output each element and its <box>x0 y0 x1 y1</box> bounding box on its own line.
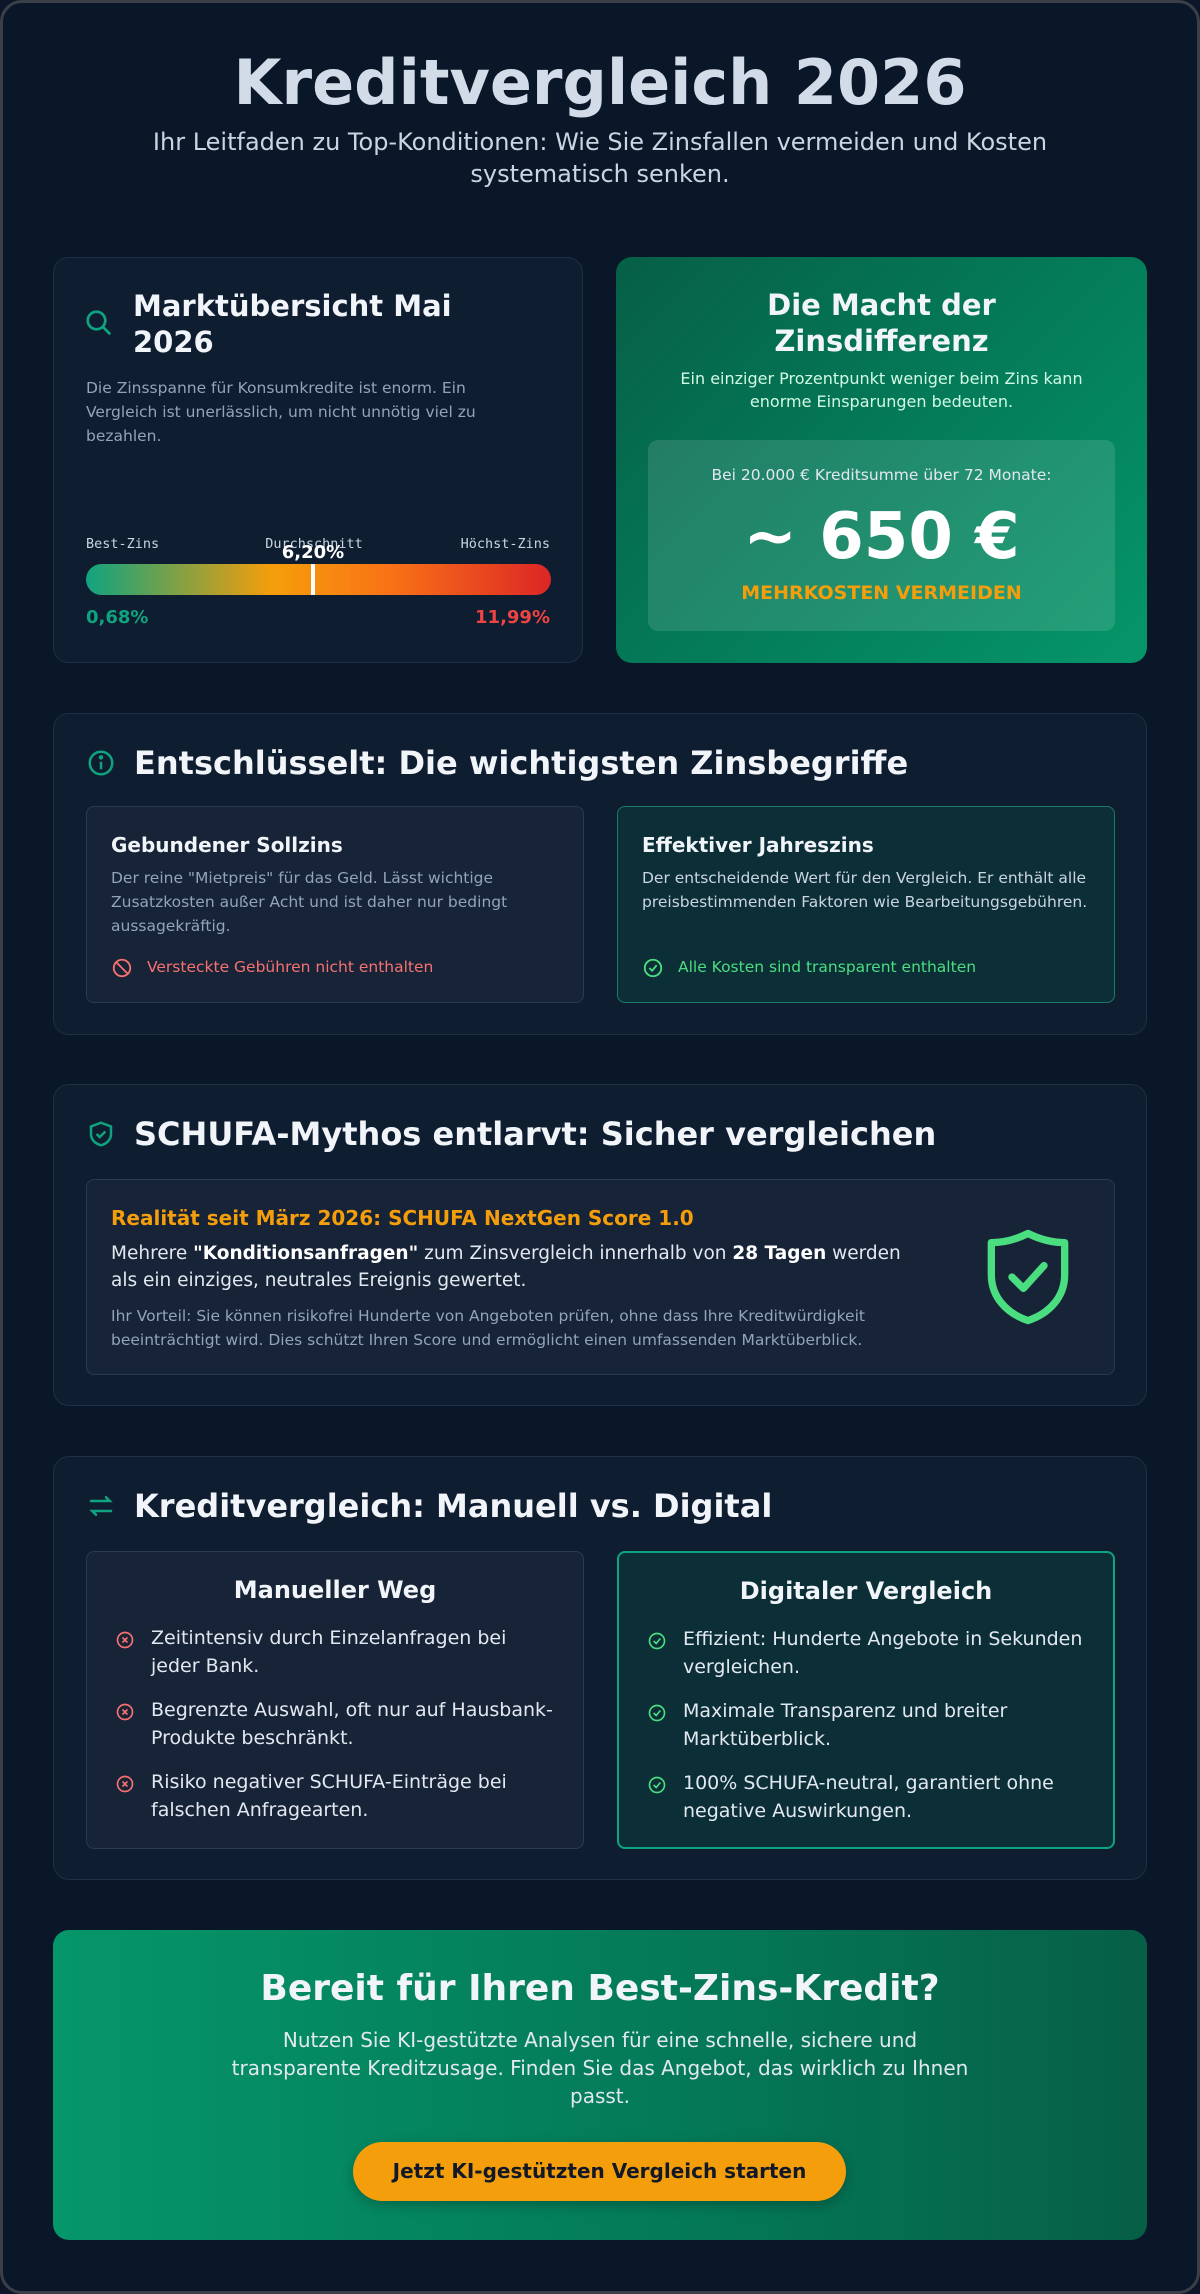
list-item: Maximale Transparenz und breiter Marktüb… <box>643 1697 1089 1753</box>
avg-marker <box>310 564 315 595</box>
avg-value: 6,20% <box>281 542 345 563</box>
digital-list: Effizient: Hunderte Angebote in Sekunden… <box>643 1625 1089 1841</box>
list-item: Effizient: Hunderte Angebote in Sekunden… <box>643 1625 1089 1681</box>
info-icon <box>88 750 114 776</box>
text-part: werden als ein einziges, neutrales Ereig… <box>111 1243 901 1291</box>
market-text: Die Zinsspanne für Konsumkredite ist eno… <box>86 379 476 445</box>
difference-card: Die Macht der Zinsdifferenz Ein einziger… <box>616 257 1147 663</box>
shield-graphic <box>987 1229 1069 1325</box>
term-title: Gebundener Sollzins <box>111 833 343 857</box>
swap-icon <box>89 1496 113 1516</box>
compare-title: Kreditvergleich: Manuell vs. Digital <box>134 1487 773 1525</box>
savings-caption: Bei 20.000 € Kreditsumme über 72 Monate: <box>711 466 1052 484</box>
terms-title: Entschlüsselt: Die wichtigsten Zinsbegri… <box>134 744 909 782</box>
manual-title: Manueller Weg <box>233 1576 437 1604</box>
schufa-section: SCHUFA-Mythos entlarvt: Sicher vergleich… <box>53 1084 1147 1406</box>
item-text: Maximale Transparenz und breiter Marktüb… <box>683 1700 1008 1750</box>
item-text: 100% SCHUFA-neutral, garantiert ohne neg… <box>683 1772 1054 1822</box>
term-title: Effektiver Jahreszins <box>642 833 874 857</box>
scale-avg-label: Durchschnitt <box>265 536 363 552</box>
shield-icon <box>89 1121 113 1147</box>
terms-section: Entschlüsselt: Die wichtigsten Zinsbegri… <box>53 713 1147 1035</box>
market-card: Marktübersicht Mai 2026 Die Zinsspanne f… <box>53 257 583 663</box>
schufa-small: Ihr Vorteil: Sie können risikofrei Hunde… <box>111 1307 865 1349</box>
search-icon <box>86 310 112 336</box>
list-item: Risiko negativer SCHUFA-Einträge bei fal… <box>111 1768 559 1824</box>
item-text: Effizient: Hunderte Angebote in Sekunden… <box>683 1628 1083 1678</box>
term-text: Der entscheidende Wert für den Vergleich… <box>642 869 1088 911</box>
text-part: Mehrere <box>111 1243 194 1264</box>
schufa-title: SCHUFA-Mythos entlarvt: Sicher vergleich… <box>134 1115 937 1153</box>
text-part: zum Zinsvergleich innerhalb von <box>418 1243 733 1264</box>
rate-bar: 6,20% <box>86 542 551 595</box>
schufa-text: Mehrere "Konditionsanfragen" zum Zinsver… <box>111 1240 931 1294</box>
min-value: 0,68% <box>86 607 149 628</box>
cta-title: Bereit für Ihren Best-Zins-Kredit? <box>260 1968 940 2009</box>
manual-list: Zeitintensiv durch Einzelanfragen bei je… <box>111 1624 559 1840</box>
difference-text: Ein einziger Prozentpunkt weniger beim Z… <box>680 369 1083 411</box>
savings-amount: ~ 650 € <box>743 500 1020 574</box>
ban-icon <box>112 958 132 978</box>
digital-title: Digitaler Vergleich <box>739 1577 993 1605</box>
text-part: "Konditionsanfragen" <box>193 1243 419 1264</box>
term-footer: Alle Kosten sind transparent enthalten <box>678 958 977 976</box>
list-item: Begrenzte Auswahl, oft nur auf Hausbank-… <box>111 1696 559 1752</box>
page-subtitle: Ihr Leitfaden zu Top-Konditionen: Wie Si… <box>152 128 1048 188</box>
item-text: Risiko negativer SCHUFA-Einträge bei fal… <box>151 1771 507 1821</box>
item-text: Zeitintensiv durch Einzelanfragen bei je… <box>151 1627 507 1677</box>
text-part: 28 Tagen <box>732 1243 827 1264</box>
list-item: 100% SCHUFA-neutral, garantiert ohne neg… <box>643 1769 1089 1825</box>
difference-title: Die Macht der Zinsdifferenz <box>767 288 996 358</box>
page-title: Kreditvergleich 2026 <box>233 46 967 119</box>
max-value: 11,99% <box>475 607 550 628</box>
scale-min-label: Best-Zins <box>86 536 160 552</box>
savings-box: Bei 20.000 € Kreditsumme über 72 Monate:… <box>648 440 1115 631</box>
check-icon <box>643 958 663 978</box>
term-footer: Versteckte Gebühren nicht enthalten <box>147 958 434 976</box>
manual-card: Manueller Weg Zeitintensiv durch Einzela… <box>86 1551 584 1849</box>
term-card: Gebundener Sollzins Der reine "Mietpreis… <box>86 806 584 1003</box>
cta-button[interactable]: Jetzt KI-gestützten Vergleich starten <box>353 2142 846 2201</box>
term-text: Der reine "Mietpreis" für das Geld. Läss… <box>111 869 508 935</box>
market-title: Marktübersicht Mai 2026 <box>133 289 452 359</box>
item-text: Begrenzte Auswahl, oft nur auf Hausbank-… <box>151 1699 553 1749</box>
cta-text: Nutzen Sie KI-gestützte Analysen für ein… <box>231 2028 969 2108</box>
term-card: Effektiver Jahreszins Der entscheidende … <box>617 806 1115 1003</box>
schufa-headline: Realität seit März 2026: SCHUFA NextGen … <box>111 1206 694 1230</box>
compare-section: Kreditvergleich: Manuell vs. Digital Man… <box>53 1456 1147 1880</box>
savings-note: MEHRKOSTEN VERMEIDEN <box>741 582 1022 604</box>
digital-card: Digitaler Vergleich Effizient: Hunderte … <box>617 1551 1115 1849</box>
schufa-box: Realität seit März 2026: SCHUFA NextGen … <box>86 1179 1115 1375</box>
cta-section: Bereit für Ihren Best-Zins-Kredit? Nutze… <box>53 1930 1147 2240</box>
list-item: Zeitintensiv durch Einzelanfragen bei je… <box>111 1624 559 1680</box>
scale-max-label: Höchst-Zins <box>460 536 550 552</box>
